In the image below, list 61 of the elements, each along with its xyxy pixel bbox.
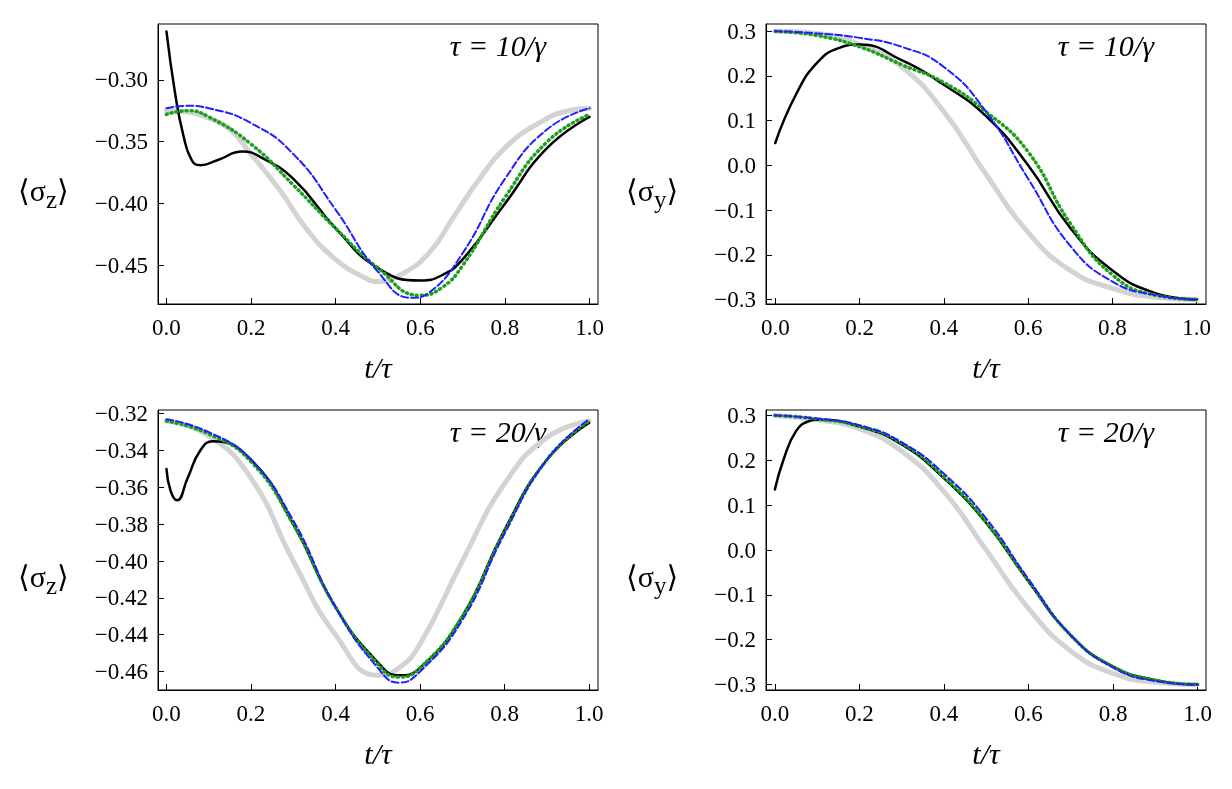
y-tick-label: −0.36 [94,474,148,500]
x-tick-label: 0.4 [321,315,351,340]
y-axis-title: ⟨σ$_{y}$⟩ [626,559,679,600]
x-tick-label: 0.0 [152,315,181,340]
x-axis-title: t/τ [972,350,1001,384]
x-tick-label: 0.2 [845,315,874,340]
x-tick-label: 0.0 [760,701,790,726]
x-tick-label: 0.6 [1014,701,1043,726]
x-tick-label: 0.0 [152,701,181,726]
x-tick-label: 1.0 [575,315,604,340]
y-tick-label: 0.2 [727,447,756,473]
y-tick-label: 0.3 [727,402,756,428]
y-tick-label: −0.42 [94,585,148,611]
x-tick-label: 0.4 [929,701,959,726]
x-axis-title: t/τ [364,350,393,384]
x-tick-label: 0.8 [490,701,519,726]
y-tick-label: −0.35 [94,129,148,155]
y-tick-label: −0.40 [94,191,148,217]
x-tick-label: 0.8 [490,315,520,340]
x-tick-label: 1.0 [1182,315,1212,340]
y-tick-label: −0.3 [714,287,756,313]
x-axis-title: t/τ [972,736,1001,770]
y-tick-label: −0.34 [94,438,149,464]
y-axis-title: ⟨σ$_{z}$⟩ [18,559,69,600]
x-tick-label: 0.2 [236,701,266,726]
x-axis-title: t/τ [364,736,393,770]
y-tick-label: −0.30 [94,67,148,93]
x-tick-label: 1.0 [1183,701,1212,726]
y-tick-label: −0.2 [714,627,756,653]
y-tick-label: −0.46 [94,659,148,685]
y-tick-label: 0.0 [727,537,756,563]
y-tick-label: −0.2 [714,242,756,268]
y-tick-label: −0.44 [94,622,149,648]
y-tick-label: 0.1 [727,492,756,518]
y-tick-label: 0.1 [727,108,756,134]
x-tick-label: 0.8 [1098,315,1127,340]
y-tick-label: −0.38 [94,511,148,537]
x-tick-label: 0.8 [1098,701,1128,726]
y-tick-label: −0.1 [714,582,756,608]
y-axis-title: ⟨σ$_{y}$⟩ [626,173,679,214]
x-tick-label: 0.6 [405,315,435,340]
x-tick-label: 1.0 [574,701,604,726]
y-tick-label: −0.32 [94,401,148,427]
annotation: τ = 10/γ [1057,28,1156,62]
y-tick-label: −0.1 [714,197,756,223]
y-tick-label: −0.40 [94,548,148,574]
y-tick-label: 0.2 [727,63,756,89]
y-tick-label: 0.3 [727,18,756,44]
annotation: τ = 10/γ [449,28,548,62]
y-tick-label: −0.45 [94,253,148,279]
annotation: τ = 20/γ [1057,414,1156,448]
x-tick-label: 0.2 [236,315,266,340]
x-tick-label: 0.0 [760,315,790,340]
x-tick-label: 0.4 [929,315,959,340]
x-tick-label: 0.6 [1013,315,1043,340]
y-axis-title: ⟨σ$_{z}$⟩ [18,173,69,214]
x-tick-label: 0.6 [405,701,435,726]
x-tick-label: 0.4 [321,701,351,726]
y-tick-label: 0.0 [727,152,756,178]
x-tick-label: 0.2 [845,701,874,726]
y-tick-label: −0.3 [714,672,756,698]
